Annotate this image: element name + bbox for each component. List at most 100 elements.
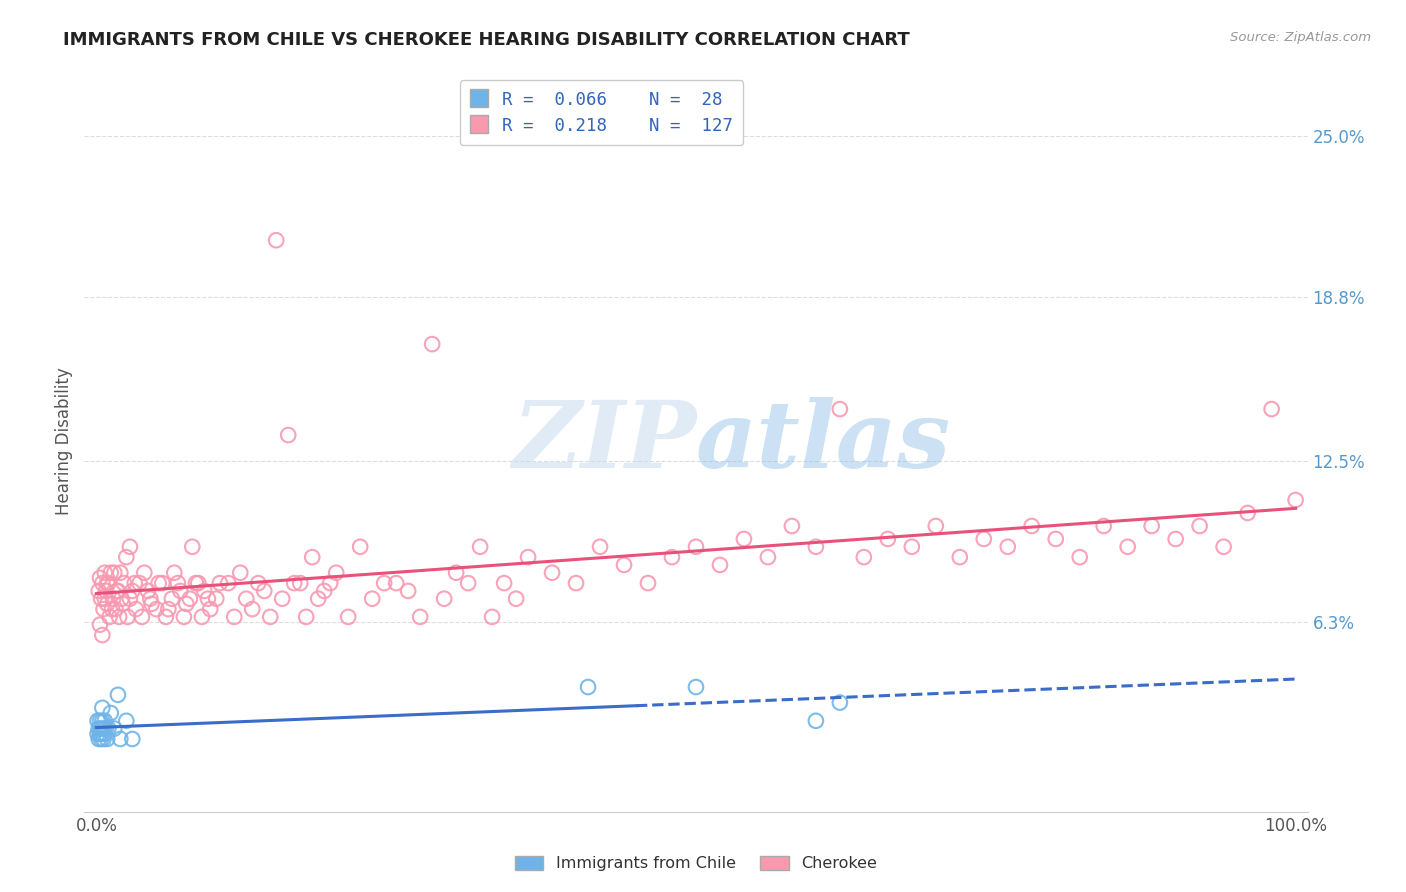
Point <box>91 727 114 741</box>
Point <box>361 591 384 606</box>
Point <box>101 591 124 606</box>
Point <box>828 696 851 710</box>
Point <box>290 576 312 591</box>
Point <box>97 722 120 736</box>
Point <box>1045 532 1067 546</box>
Point <box>541 566 564 580</box>
Point <box>93 714 117 728</box>
Point <box>685 540 707 554</box>
Point <box>828 402 851 417</box>
Point <box>637 576 659 591</box>
Point <box>1069 550 1091 565</box>
Point <box>90 731 112 746</box>
Point <box>1284 493 1306 508</box>
Point <box>97 576 120 591</box>
Text: ZIP: ZIP <box>512 397 696 486</box>
Point <box>87 583 110 598</box>
Point <box>117 610 139 624</box>
Point <box>96 731 118 746</box>
Point <box>89 714 111 728</box>
Point <box>517 550 540 565</box>
Text: Source: ZipAtlas.com: Source: ZipAtlas.com <box>1230 31 1371 45</box>
Point <box>103 566 125 580</box>
Point <box>91 576 114 591</box>
Point <box>157 602 180 616</box>
Point <box>181 540 204 554</box>
Point <box>141 597 163 611</box>
Point <box>314 583 336 598</box>
Point <box>96 597 118 611</box>
Point <box>110 566 132 580</box>
Point <box>187 576 209 591</box>
Point <box>1260 402 1282 417</box>
Point <box>468 540 491 554</box>
Point <box>661 550 683 565</box>
Point <box>208 576 231 591</box>
Point <box>756 550 779 565</box>
Point <box>93 722 115 736</box>
Y-axis label: Hearing Disability: Hearing Disability <box>55 368 73 516</box>
Point <box>804 714 827 728</box>
Point <box>259 610 281 624</box>
Point <box>901 540 924 554</box>
Point <box>98 610 121 624</box>
Point <box>949 550 972 565</box>
Point <box>100 706 122 720</box>
Point <box>494 576 516 591</box>
Point <box>91 714 114 728</box>
Point <box>87 722 110 736</box>
Point <box>224 610 246 624</box>
Point <box>349 540 371 554</box>
Point <box>733 532 755 546</box>
Point <box>235 591 257 606</box>
Point <box>108 610 131 624</box>
Point <box>121 583 143 598</box>
Point <box>205 591 228 606</box>
Point <box>193 583 215 598</box>
Point <box>709 558 731 572</box>
Point <box>253 583 276 598</box>
Point <box>148 576 170 591</box>
Point <box>576 680 599 694</box>
Point <box>481 610 503 624</box>
Text: IMMIGRANTS FROM CHILE VS CHEROKEE HEARING DISABILITY CORRELATION CHART: IMMIGRANTS FROM CHILE VS CHEROKEE HEARIN… <box>63 31 910 49</box>
Point <box>804 540 827 554</box>
Point <box>385 576 408 591</box>
Point <box>139 591 162 606</box>
Point <box>973 532 995 546</box>
Point <box>852 550 875 565</box>
Point <box>93 727 117 741</box>
Point <box>457 576 479 591</box>
Point <box>264 233 287 247</box>
Point <box>925 519 948 533</box>
Point <box>103 722 125 736</box>
Point <box>121 731 143 746</box>
Point <box>125 602 148 616</box>
Point <box>420 337 443 351</box>
Point <box>174 597 197 611</box>
Point <box>167 576 190 591</box>
Point <box>128 576 150 591</box>
Point <box>197 591 219 606</box>
Point <box>179 591 201 606</box>
Point <box>1164 532 1187 546</box>
Point <box>169 583 191 598</box>
Point <box>93 731 115 746</box>
Point <box>319 576 342 591</box>
Point <box>86 727 108 741</box>
Point <box>96 576 118 591</box>
Point <box>118 540 141 554</box>
Point <box>409 610 432 624</box>
Point <box>110 731 132 746</box>
Point <box>780 519 803 533</box>
Point <box>565 576 588 591</box>
Point <box>240 602 263 616</box>
Point <box>91 701 114 715</box>
Point <box>373 576 395 591</box>
Point <box>94 583 117 598</box>
Point <box>433 591 456 606</box>
Point <box>112 576 135 591</box>
Point <box>89 571 111 585</box>
Point <box>337 610 360 624</box>
Point <box>100 566 122 580</box>
